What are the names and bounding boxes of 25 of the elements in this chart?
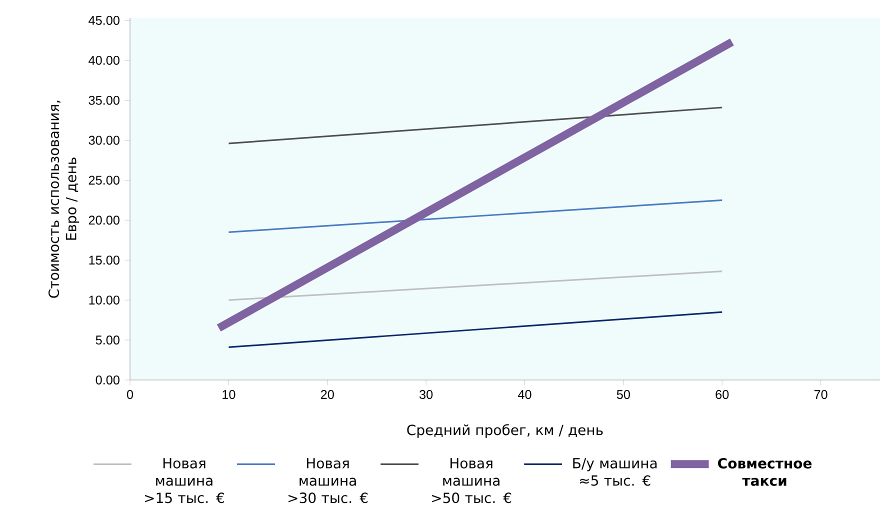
legend-label: Новая машина >15 тыс. €	[144, 458, 224, 504]
x-axis-title: Средний пробег, км / день	[407, 424, 603, 438]
x-tick-label: 60	[716, 390, 729, 399]
x-tick-label: 0	[126, 390, 134, 399]
y-axis-title: Стоимость использования, Евро / день	[48, 100, 80, 298]
y-tick-label: 35.00	[88, 96, 120, 105]
legend-label: Новая машина >30 тыс. €	[288, 458, 368, 504]
y-tick-label: 15.00	[89, 256, 120, 265]
y-tick-label: 40.00	[88, 56, 120, 65]
y-tick-label: 5.00	[96, 336, 120, 345]
y-tick-label: 10.00	[89, 296, 120, 305]
legend-label: Совместное такси	[718, 458, 812, 486]
y-tick-label: 25.00	[88, 176, 120, 185]
y-tick-label: 20.00	[88, 216, 120, 225]
legend-label: Б/у машина ≈5 тыс. €	[573, 458, 657, 486]
y-tick-label: 0.00	[96, 376, 120, 384]
legend-label: Новая машина >50 тыс. €	[432, 458, 512, 504]
x-tick-label: 10	[222, 390, 236, 399]
y-tick-label: 30.00	[88, 136, 120, 145]
x-tick-label: 20	[320, 390, 334, 399]
x-tick-label: 40	[518, 390, 532, 399]
y-tick-label: 45.00	[88, 16, 120, 25]
x-tick-label: 70	[814, 390, 828, 399]
x-tick-label: 50	[616, 390, 630, 399]
x-tick-label: 30	[419, 390, 433, 399]
